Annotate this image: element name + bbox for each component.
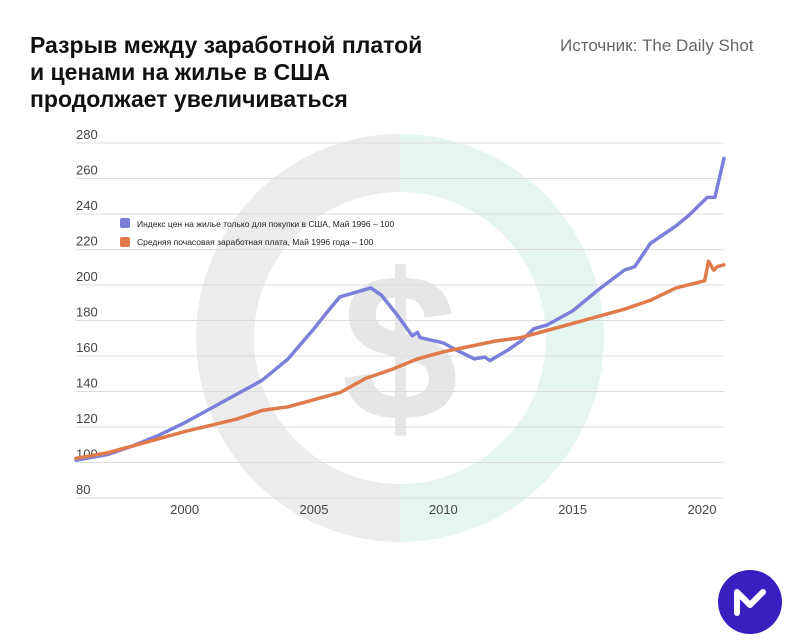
title-line: и ценами на жилье в США <box>30 59 330 85</box>
y-tick-label: 280 <box>76 127 98 142</box>
x-tick-label: 2005 <box>300 502 329 517</box>
x-tick-label: 2010 <box>429 502 458 517</box>
y-tick-label: 80 <box>76 482 90 497</box>
logo-icon <box>718 570 782 634</box>
legend-swatch-housing <box>120 218 130 228</box>
x-tick-label: 2015 <box>558 502 587 517</box>
watermark-dollar-icon: $ <box>196 134 604 542</box>
series-line-wages <box>74 259 726 461</box>
source-label: Источник: The Daily Shot <box>560 36 754 55</box>
y-tick-label: 120 <box>76 411 98 426</box>
page-title: Разрыв между заработной платой и ценами … <box>30 32 490 113</box>
svg-text:$: $ <box>342 230 459 465</box>
series-line-housing <box>74 156 726 462</box>
y-tick-label: 140 <box>76 376 98 391</box>
x-tick-label: 2020 <box>688 502 717 517</box>
y-tick-label: 200 <box>76 269 98 284</box>
y-tick-label: 240 <box>76 198 98 213</box>
title-line: Разрыв между заработной платой <box>30 32 423 58</box>
y-tick-label: 160 <box>76 340 98 355</box>
y-tick-label: 220 <box>76 234 98 249</box>
y-tick-label: 260 <box>76 163 98 178</box>
y-tick-label: 180 <box>76 305 98 320</box>
x-tick-label: 2000 <box>170 502 199 517</box>
legend-label-wages: Средняя почасовая заработная плата, Май … <box>137 237 374 247</box>
legend-swatch-wages <box>120 237 130 247</box>
legend-label-housing: Индекс цен на жилье только для покупки в… <box>137 219 395 229</box>
legend: Индекс цен на жилье только для покупки в… <box>120 218 395 247</box>
title-line: продолжает увеличиваться <box>30 86 348 112</box>
